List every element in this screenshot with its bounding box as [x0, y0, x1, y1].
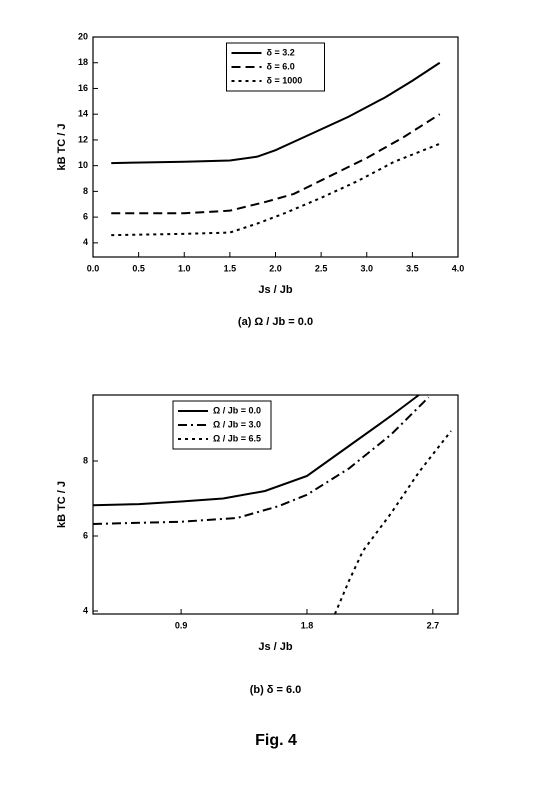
- y-tick-label: 16: [78, 83, 88, 93]
- legend: δ = 3.2 δ = 6.0 δ = 1000: [226, 42, 325, 92]
- y-tick-label: 20: [78, 31, 88, 41]
- series-line: [111, 61, 441, 165]
- caption: (a) Ω / Jb = 0.0: [238, 316, 313, 328]
- x-tick-label: 2.5: [315, 263, 328, 273]
- legend-label: δ = 1000: [267, 75, 303, 85]
- y-tick-label: 10: [78, 160, 88, 170]
- y-tick-label: 18: [78, 57, 88, 67]
- y-tick-label: 6: [83, 211, 88, 221]
- x-tick-label: 1.0: [178, 263, 191, 273]
- legend-label: δ = 6.0: [267, 61, 295, 71]
- x-tick-label: 1.8: [301, 620, 314, 630]
- x-axis-label: Js / Jb: [258, 641, 293, 653]
- y-tick-label: 8: [83, 455, 88, 465]
- caption: (b) δ = 6.0: [250, 684, 302, 696]
- legend-label: δ = 3.2: [267, 47, 295, 57]
- legend-box: [172, 400, 272, 450]
- x-tick-label: 3.5: [406, 263, 419, 273]
- series-line: [92, 396, 430, 525]
- x-tick-label: 4.0: [452, 263, 465, 273]
- figure-label: Fig. 4: [255, 732, 297, 749]
- y-tick-label: 4: [83, 237, 88, 247]
- series-line: [111, 142, 441, 237]
- y-tick-label: 14: [78, 109, 88, 119]
- series-line: [111, 113, 441, 215]
- y-tick-label: 4: [83, 605, 88, 615]
- x-tick-label: 0.9: [175, 620, 188, 630]
- x-tick-label: 1.5: [224, 263, 237, 273]
- x-tick-label: 3.0: [360, 263, 373, 273]
- x-axis-label: Js / Jb: [258, 284, 293, 296]
- legend: Ω / Jb = 0.0 Ω / Jb = 3.0 Ω / Jb = 6.5: [172, 400, 272, 450]
- x-tick-label: 0.0: [87, 263, 100, 273]
- legend-box: [226, 42, 325, 92]
- y-axis-label: kB TC / J: [56, 481, 68, 528]
- legend-label: Ω / Jb = 3.0: [213, 419, 261, 429]
- x-tick-label: 2.0: [269, 263, 282, 273]
- legend-label: Ω / Jb = 6.5: [213, 433, 261, 443]
- y-axis-label: kB TC / J: [56, 123, 68, 170]
- x-tick-label: 2.7: [427, 620, 440, 630]
- x-tick-label: 0.5: [132, 263, 145, 273]
- y-tick-label: 8: [83, 186, 88, 196]
- y-tick-label: 12: [78, 134, 88, 144]
- legend-label: Ω / Jb = 0.0: [213, 405, 261, 415]
- series-line: [92, 394, 420, 507]
- y-tick-label: 6: [83, 530, 88, 540]
- series-line: [334, 430, 452, 615]
